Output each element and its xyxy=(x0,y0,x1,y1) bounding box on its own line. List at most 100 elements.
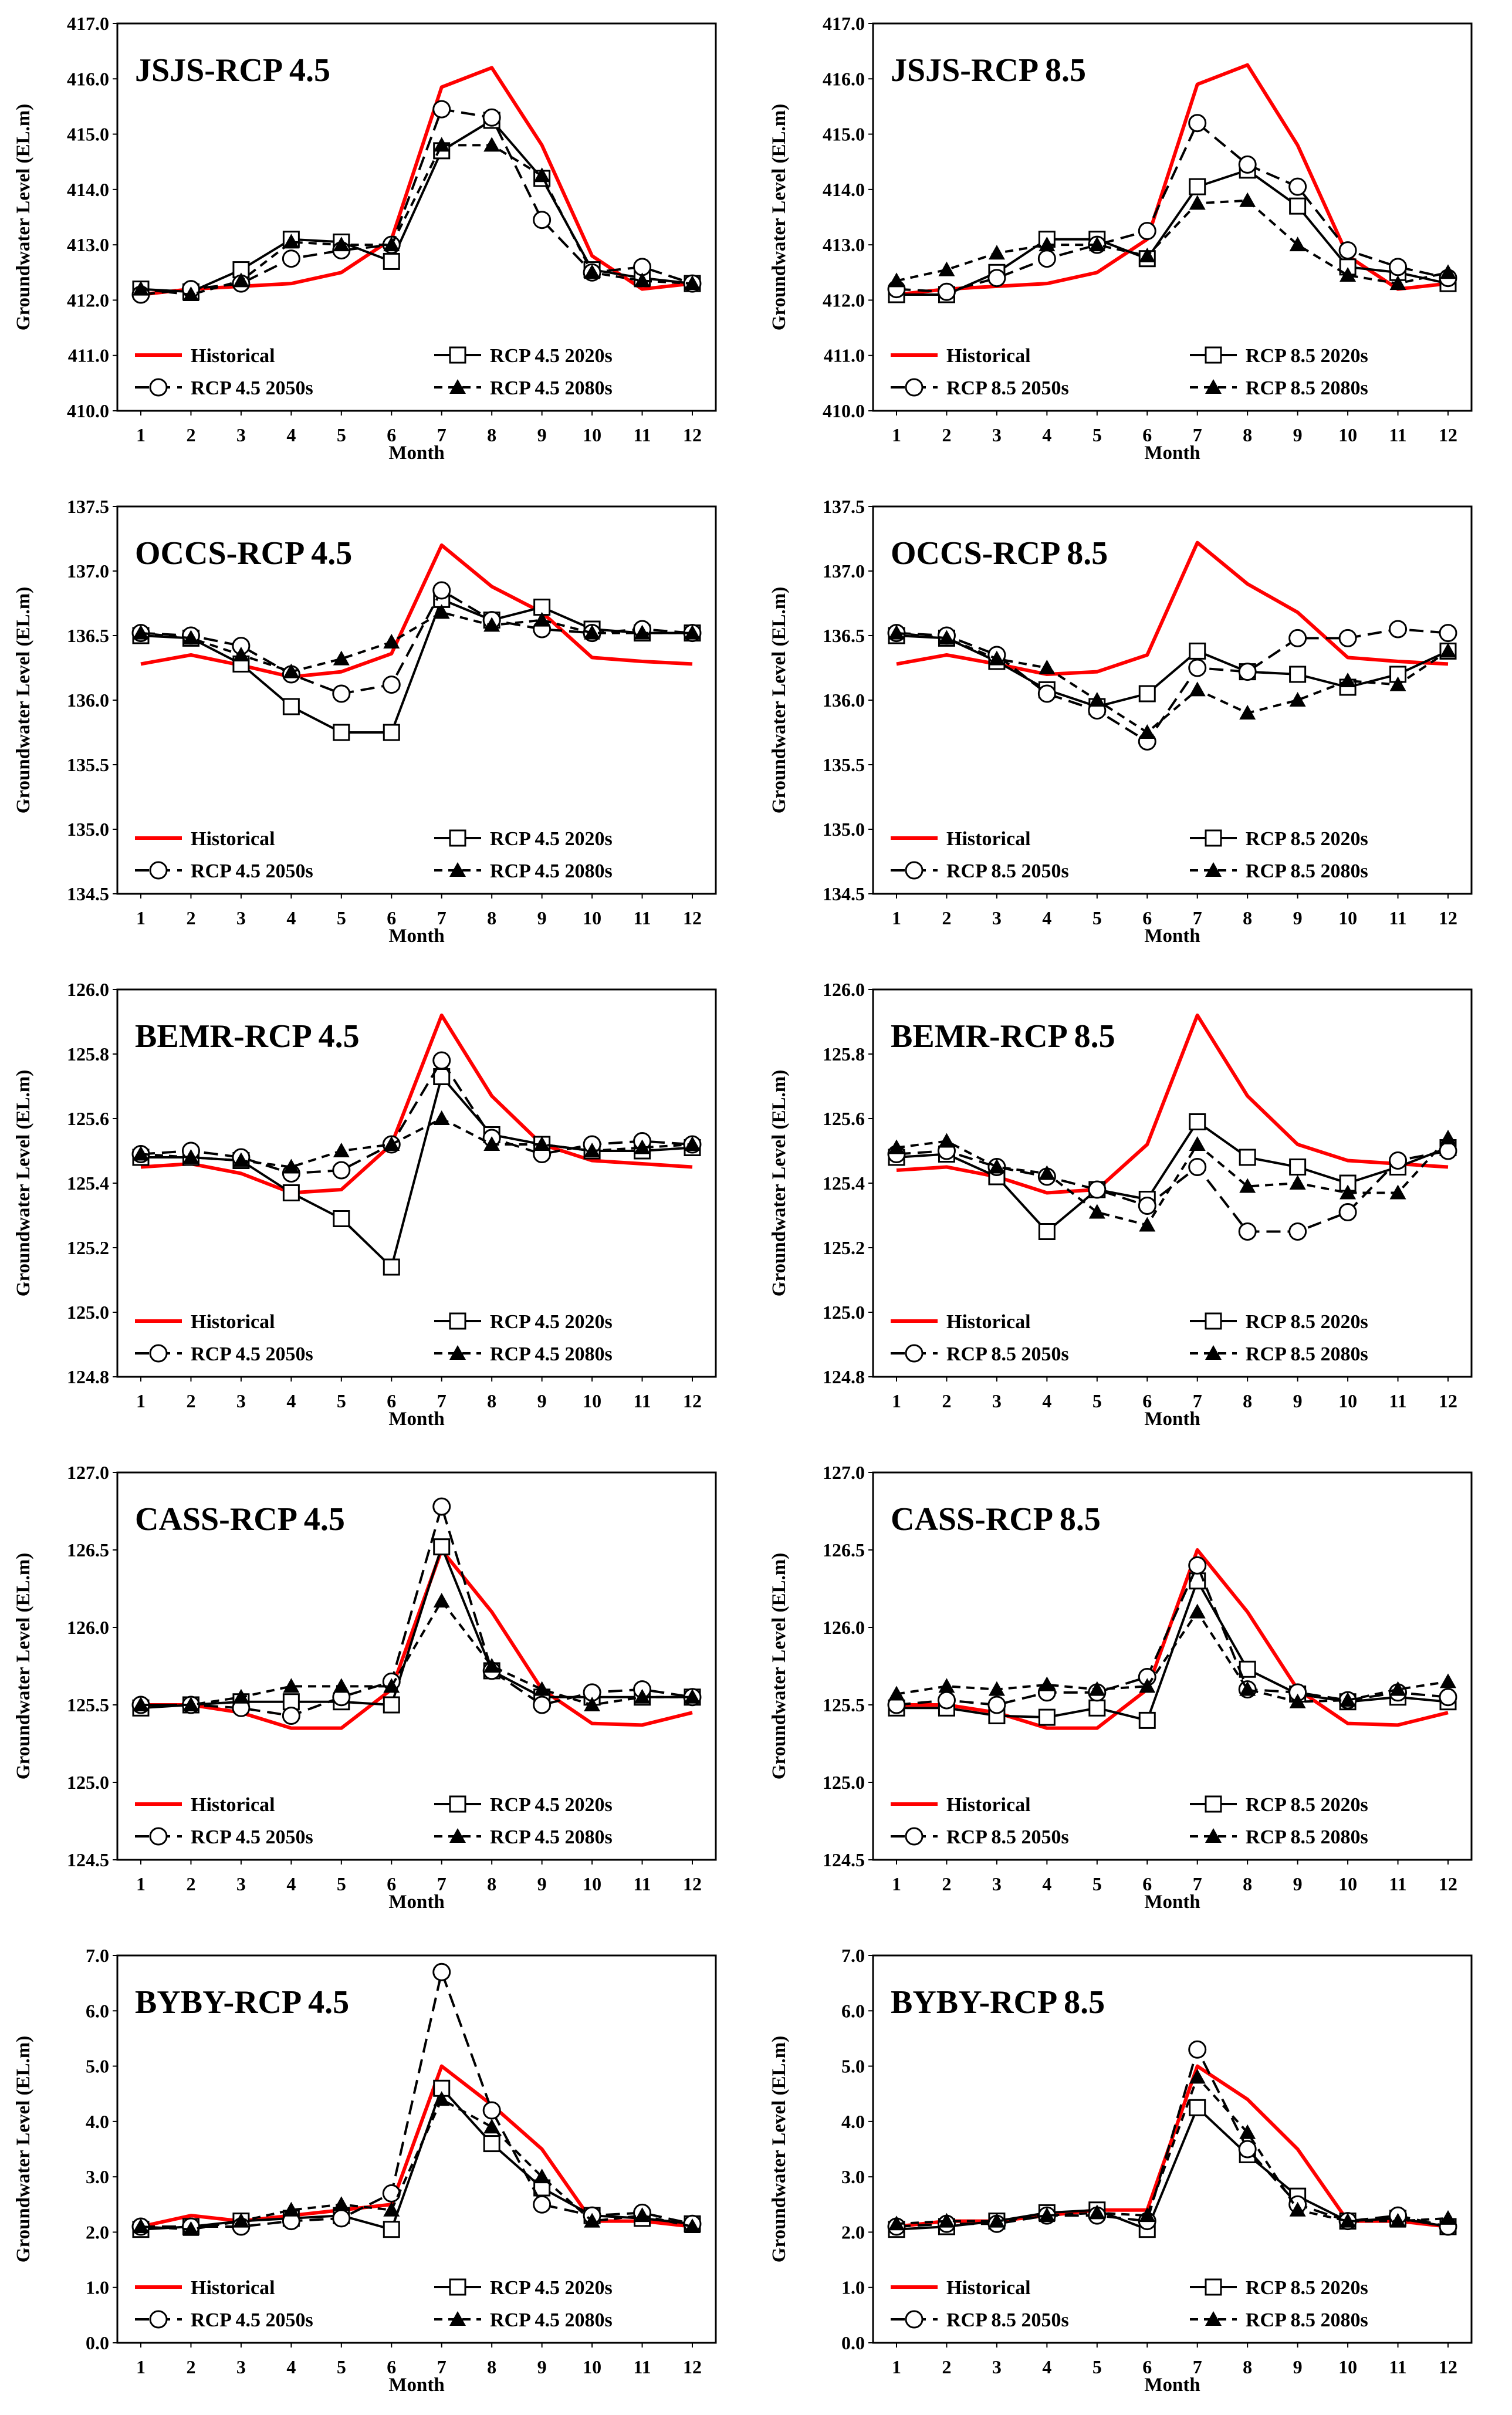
data-point-triangle xyxy=(684,1688,701,1704)
legend-label: RCP 4.5 2020s xyxy=(490,2277,613,2299)
data-point-square xyxy=(1138,685,1156,702)
data-point-triangle xyxy=(684,275,701,291)
x-tick-label: 9 xyxy=(537,907,547,928)
data-point-square xyxy=(1189,642,1206,660)
y-tick-label: 417.0 xyxy=(823,13,865,34)
legend-marker-square xyxy=(449,1795,466,1813)
data-point-circle xyxy=(382,2184,401,2203)
y-tick-label: 125.6 xyxy=(67,1108,109,1129)
series-line xyxy=(896,1137,1449,1227)
legend-label: Historical xyxy=(946,345,1031,367)
x-tick-label: 1 xyxy=(136,2356,146,2377)
data-point-triangle xyxy=(283,1158,300,1174)
y-tick-label: 1.0 xyxy=(86,2277,109,2298)
x-tick-label: 5 xyxy=(1092,2356,1102,2377)
legend-label: Historical xyxy=(946,2277,1031,2299)
data-point-triangle xyxy=(383,1678,400,1693)
data-point-triangle xyxy=(1340,1692,1357,1707)
legend: Historical RCP 8.5 2020s RCP 8.5 2050s RCP … xyxy=(891,828,1368,882)
data-point-square xyxy=(1088,1699,1106,1717)
x-tick-label: 1 xyxy=(136,424,146,445)
x-tick-label: 11 xyxy=(633,424,651,445)
legend-marker-triangle xyxy=(1205,1828,1222,1843)
x-tick-label: 10 xyxy=(583,907,601,928)
x-tick-label: 8 xyxy=(1243,2356,1252,2377)
y-tick-label: 1.0 xyxy=(841,2277,865,2298)
data-point-square xyxy=(333,1210,350,1227)
series-rcp-4-5-2020s xyxy=(132,1538,701,1717)
data-point-triangle xyxy=(1389,1681,1406,1696)
x-tick-label: 12 xyxy=(683,1873,702,1894)
legend: Historical RCP 8.5 2020s RCP 8.5 2050s RCP … xyxy=(891,345,1368,399)
x-tick-label: 6 xyxy=(387,1873,396,1894)
data-point-triangle xyxy=(383,237,400,252)
data-point-square xyxy=(383,1696,400,1714)
x-tick-label: 5 xyxy=(1092,424,1102,445)
data-point-triangle xyxy=(1389,2213,1406,2228)
x-tick-label: 9 xyxy=(537,2356,547,2377)
series-rcp-8-5-2020s xyxy=(888,2099,1457,2238)
data-point-triangle xyxy=(533,1681,550,1696)
chart-title: BEMR-RCP 4.5 xyxy=(135,1018,360,1055)
x-tick-label: 12 xyxy=(683,1390,702,1411)
legend-marker-square xyxy=(1205,1795,1222,1813)
data-point-circle xyxy=(1238,2140,1257,2159)
x-tick-label: 7 xyxy=(437,907,447,928)
legend: Historical RCP 4.5 2020s RCP 4.5 2050s RCP … xyxy=(135,1311,613,1365)
series-rcp-8-5-2050s xyxy=(887,1141,1457,1241)
data-point-triangle xyxy=(1088,1204,1105,1219)
x-tick-label: 5 xyxy=(1092,1390,1102,1411)
chart-title: BEMR-RCP 8.5 xyxy=(891,1018,1115,1055)
legend-label: RCP 8.5 2020s xyxy=(1246,828,1368,850)
data-point-circle xyxy=(533,2195,552,2214)
data-point-triangle xyxy=(333,1678,350,1693)
y-tick-label: 5.0 xyxy=(841,2056,865,2077)
x-tick-label: 5 xyxy=(1092,1873,1102,1894)
data-point-triangle xyxy=(133,1697,149,1711)
y-tick-label: 127.0 xyxy=(67,1462,109,1483)
data-point-triangle xyxy=(283,663,300,678)
data-point-circle xyxy=(332,1161,351,1180)
y-tick-label: 126.0 xyxy=(67,979,109,1000)
chart-title: BYBY-RCP 4.5 xyxy=(135,1984,349,2021)
y-axis-label: Groundwater Level (EL.m) xyxy=(769,1553,790,1780)
x-tick-label: 4 xyxy=(1042,1873,1051,1894)
x-tick-label: 10 xyxy=(583,424,601,445)
data-point-triangle xyxy=(584,1143,601,1157)
x-tick-label: 3 xyxy=(236,1390,246,1411)
legend-label: RCP 8.5 2080s xyxy=(1246,377,1368,399)
y-tick-label: 417.0 xyxy=(67,13,109,34)
y-tick-label: 137.0 xyxy=(823,560,865,582)
chart-title: OCCS-RCP 4.5 xyxy=(135,535,352,572)
y-tick-label: 411.0 xyxy=(824,345,865,366)
data-point-triangle xyxy=(182,286,199,301)
x-axis-label: Month xyxy=(388,1409,444,1430)
y-tick-label: 6.0 xyxy=(86,2000,109,2021)
data-point-triangle xyxy=(684,624,701,640)
legend-label: RCP 4.5 2080s xyxy=(490,860,613,882)
legend-marker-triangle xyxy=(1205,862,1222,877)
series-historical xyxy=(897,1548,1449,1730)
x-tick-label: 6 xyxy=(1142,907,1152,928)
data-point-square xyxy=(282,698,300,715)
y-tick-label: 136.5 xyxy=(67,625,109,646)
data-point-triangle xyxy=(433,137,450,152)
x-axis-label: Month xyxy=(1144,1409,1200,1430)
y-tick-label: 135.5 xyxy=(823,754,865,775)
x-tick-label: 12 xyxy=(683,424,702,445)
data-point-circle xyxy=(1238,1222,1257,1241)
x-axis-label: Month xyxy=(1144,1892,1200,1913)
legend-marker-circle xyxy=(905,861,924,880)
data-point-triangle xyxy=(684,2218,701,2233)
chart-panel-jsjs-rcp-4-5: 410.0 411.0 412.0 413.0 414.0 415.0 416.0 417.0… xyxy=(0,0,756,483)
x-tick-label: 10 xyxy=(1338,907,1357,928)
legend-label: RCP 8.5 2080s xyxy=(1246,860,1368,882)
series-line xyxy=(140,66,693,296)
data-point-triangle xyxy=(584,624,601,640)
data-point-triangle xyxy=(283,234,300,249)
plot-frame xyxy=(872,22,1473,412)
legend-label: RCP 8.5 2080s xyxy=(1246,1826,1368,1848)
x-tick-label: 3 xyxy=(992,1390,1002,1411)
y-tick-label: 125.5 xyxy=(823,1694,865,1715)
x-tick-label: 8 xyxy=(487,907,496,928)
